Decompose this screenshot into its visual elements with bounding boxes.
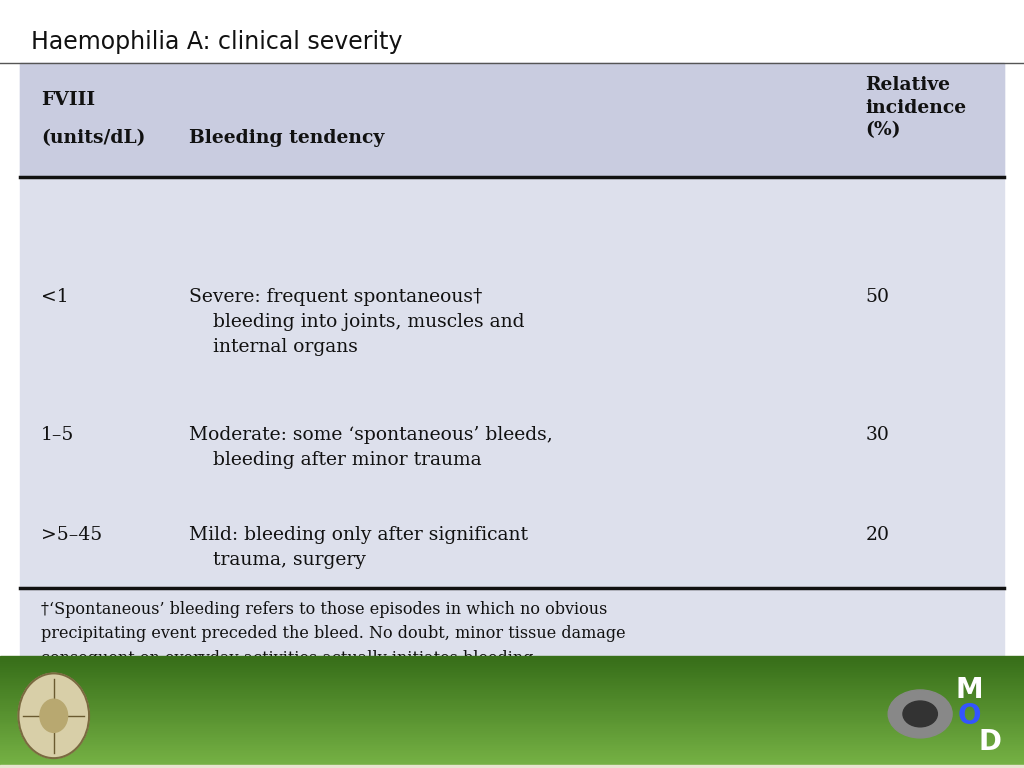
Bar [0, 760, 1024, 763]
Bar [0, 677, 1024, 679]
Bar [0, 704, 1024, 707]
Bar [0, 749, 1024, 751]
Bar [0, 746, 1024, 750]
Bar [0, 765, 1024, 768]
Bar [0, 708, 1024, 710]
Bar [0, 674, 1024, 677]
Circle shape [40, 699, 68, 733]
Circle shape [903, 701, 937, 727]
Bar [0, 711, 1024, 714]
Bar [0, 719, 1024, 722]
Text: <1: <1 [41, 288, 69, 306]
Bar [0, 743, 1024, 746]
Bar [0, 695, 1024, 697]
Text: Bleeding tendency: Bleeding tendency [189, 129, 385, 147]
Text: M: M [955, 676, 983, 704]
Bar [0, 717, 1024, 720]
Bar [0, 750, 1024, 753]
Circle shape [18, 674, 89, 758]
Bar [0, 686, 1024, 688]
Text: O: O [957, 702, 981, 730]
Bar [0, 753, 1024, 755]
Bar [0, 766, 1024, 768]
Bar [0, 710, 1024, 713]
Bar [0, 740, 1024, 742]
Bar [0, 706, 1024, 709]
Bar [0, 693, 1024, 696]
Bar [0, 684, 1024, 687]
Text: 30: 30 [865, 426, 889, 444]
Bar [0, 728, 1024, 731]
Bar [0, 734, 1024, 737]
Bar [0, 727, 1024, 729]
Text: (units/dL): (units/dL) [41, 129, 145, 147]
Bar [0, 657, 1024, 660]
Bar [0, 758, 1024, 760]
Bar [0, 680, 1024, 683]
Bar [0, 723, 1024, 725]
Bar [0, 724, 1024, 727]
Bar [0, 687, 1024, 690]
Bar [0, 699, 1024, 701]
Bar [0, 665, 1024, 667]
Bar [0, 754, 1024, 757]
Bar [0, 682, 1024, 684]
Bar [0, 713, 1024, 716]
Bar [0, 763, 1024, 766]
Text: Severe: frequent spontaneous†
    bleeding into joints, muscles and
    internal: Severe: frequent spontaneous† bleeding i… [189, 288, 525, 356]
Bar [0, 736, 1024, 738]
Circle shape [888, 690, 952, 738]
Text: >5–45: >5–45 [41, 526, 102, 544]
Text: Moderate: some ‘spontaneous’ bleeds,
    bleeding after minor trauma: Moderate: some ‘spontaneous’ bleeds, ble… [189, 426, 553, 469]
Bar [0, 664, 1024, 666]
Bar [0, 702, 1024, 705]
Bar [0, 741, 1024, 744]
Bar [0, 715, 1024, 718]
Bar [20, 63, 1004, 177]
Text: 50: 50 [865, 288, 889, 306]
Bar [0, 678, 1024, 680]
Bar [0, 660, 1024, 662]
Text: D: D [979, 727, 1001, 756]
Bar [0, 756, 1024, 759]
Bar [0, 690, 1024, 692]
Text: 20: 20 [865, 526, 889, 544]
Text: FVIII: FVIII [41, 91, 95, 109]
Text: Relative
incidence
(%): Relative incidence (%) [865, 75, 967, 140]
Bar [0, 691, 1024, 694]
Bar [0, 700, 1024, 703]
Bar [0, 667, 1024, 670]
Text: 1–5: 1–5 [41, 426, 75, 444]
Bar [0, 762, 1024, 764]
Bar [0, 721, 1024, 723]
Bar [0, 732, 1024, 734]
Bar [0, 673, 1024, 675]
Bar [0, 669, 1024, 671]
Text: Mild: bleeding only after significant
    trauma, surgery: Mild: bleeding only after significant tr… [189, 526, 528, 569]
Bar [0, 730, 1024, 733]
Bar [0, 737, 1024, 740]
Bar [20, 63, 1004, 657]
Bar [0, 661, 1024, 664]
Text: †‘Spontaneous’ bleeding refers to those episodes in which no obvious
precipitati: †‘Spontaneous’ bleeding refers to those … [41, 601, 626, 667]
Bar [0, 656, 1024, 658]
Text: Haemophilia A: clinical severity: Haemophilia A: clinical severity [31, 30, 402, 55]
Bar [0, 745, 1024, 747]
Bar [0, 670, 1024, 674]
Bar [0, 697, 1024, 700]
